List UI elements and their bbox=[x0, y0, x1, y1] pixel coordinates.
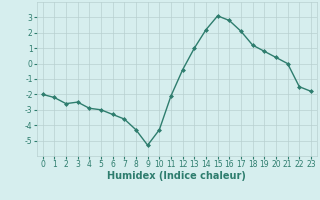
X-axis label: Humidex (Indice chaleur): Humidex (Indice chaleur) bbox=[108, 171, 246, 181]
